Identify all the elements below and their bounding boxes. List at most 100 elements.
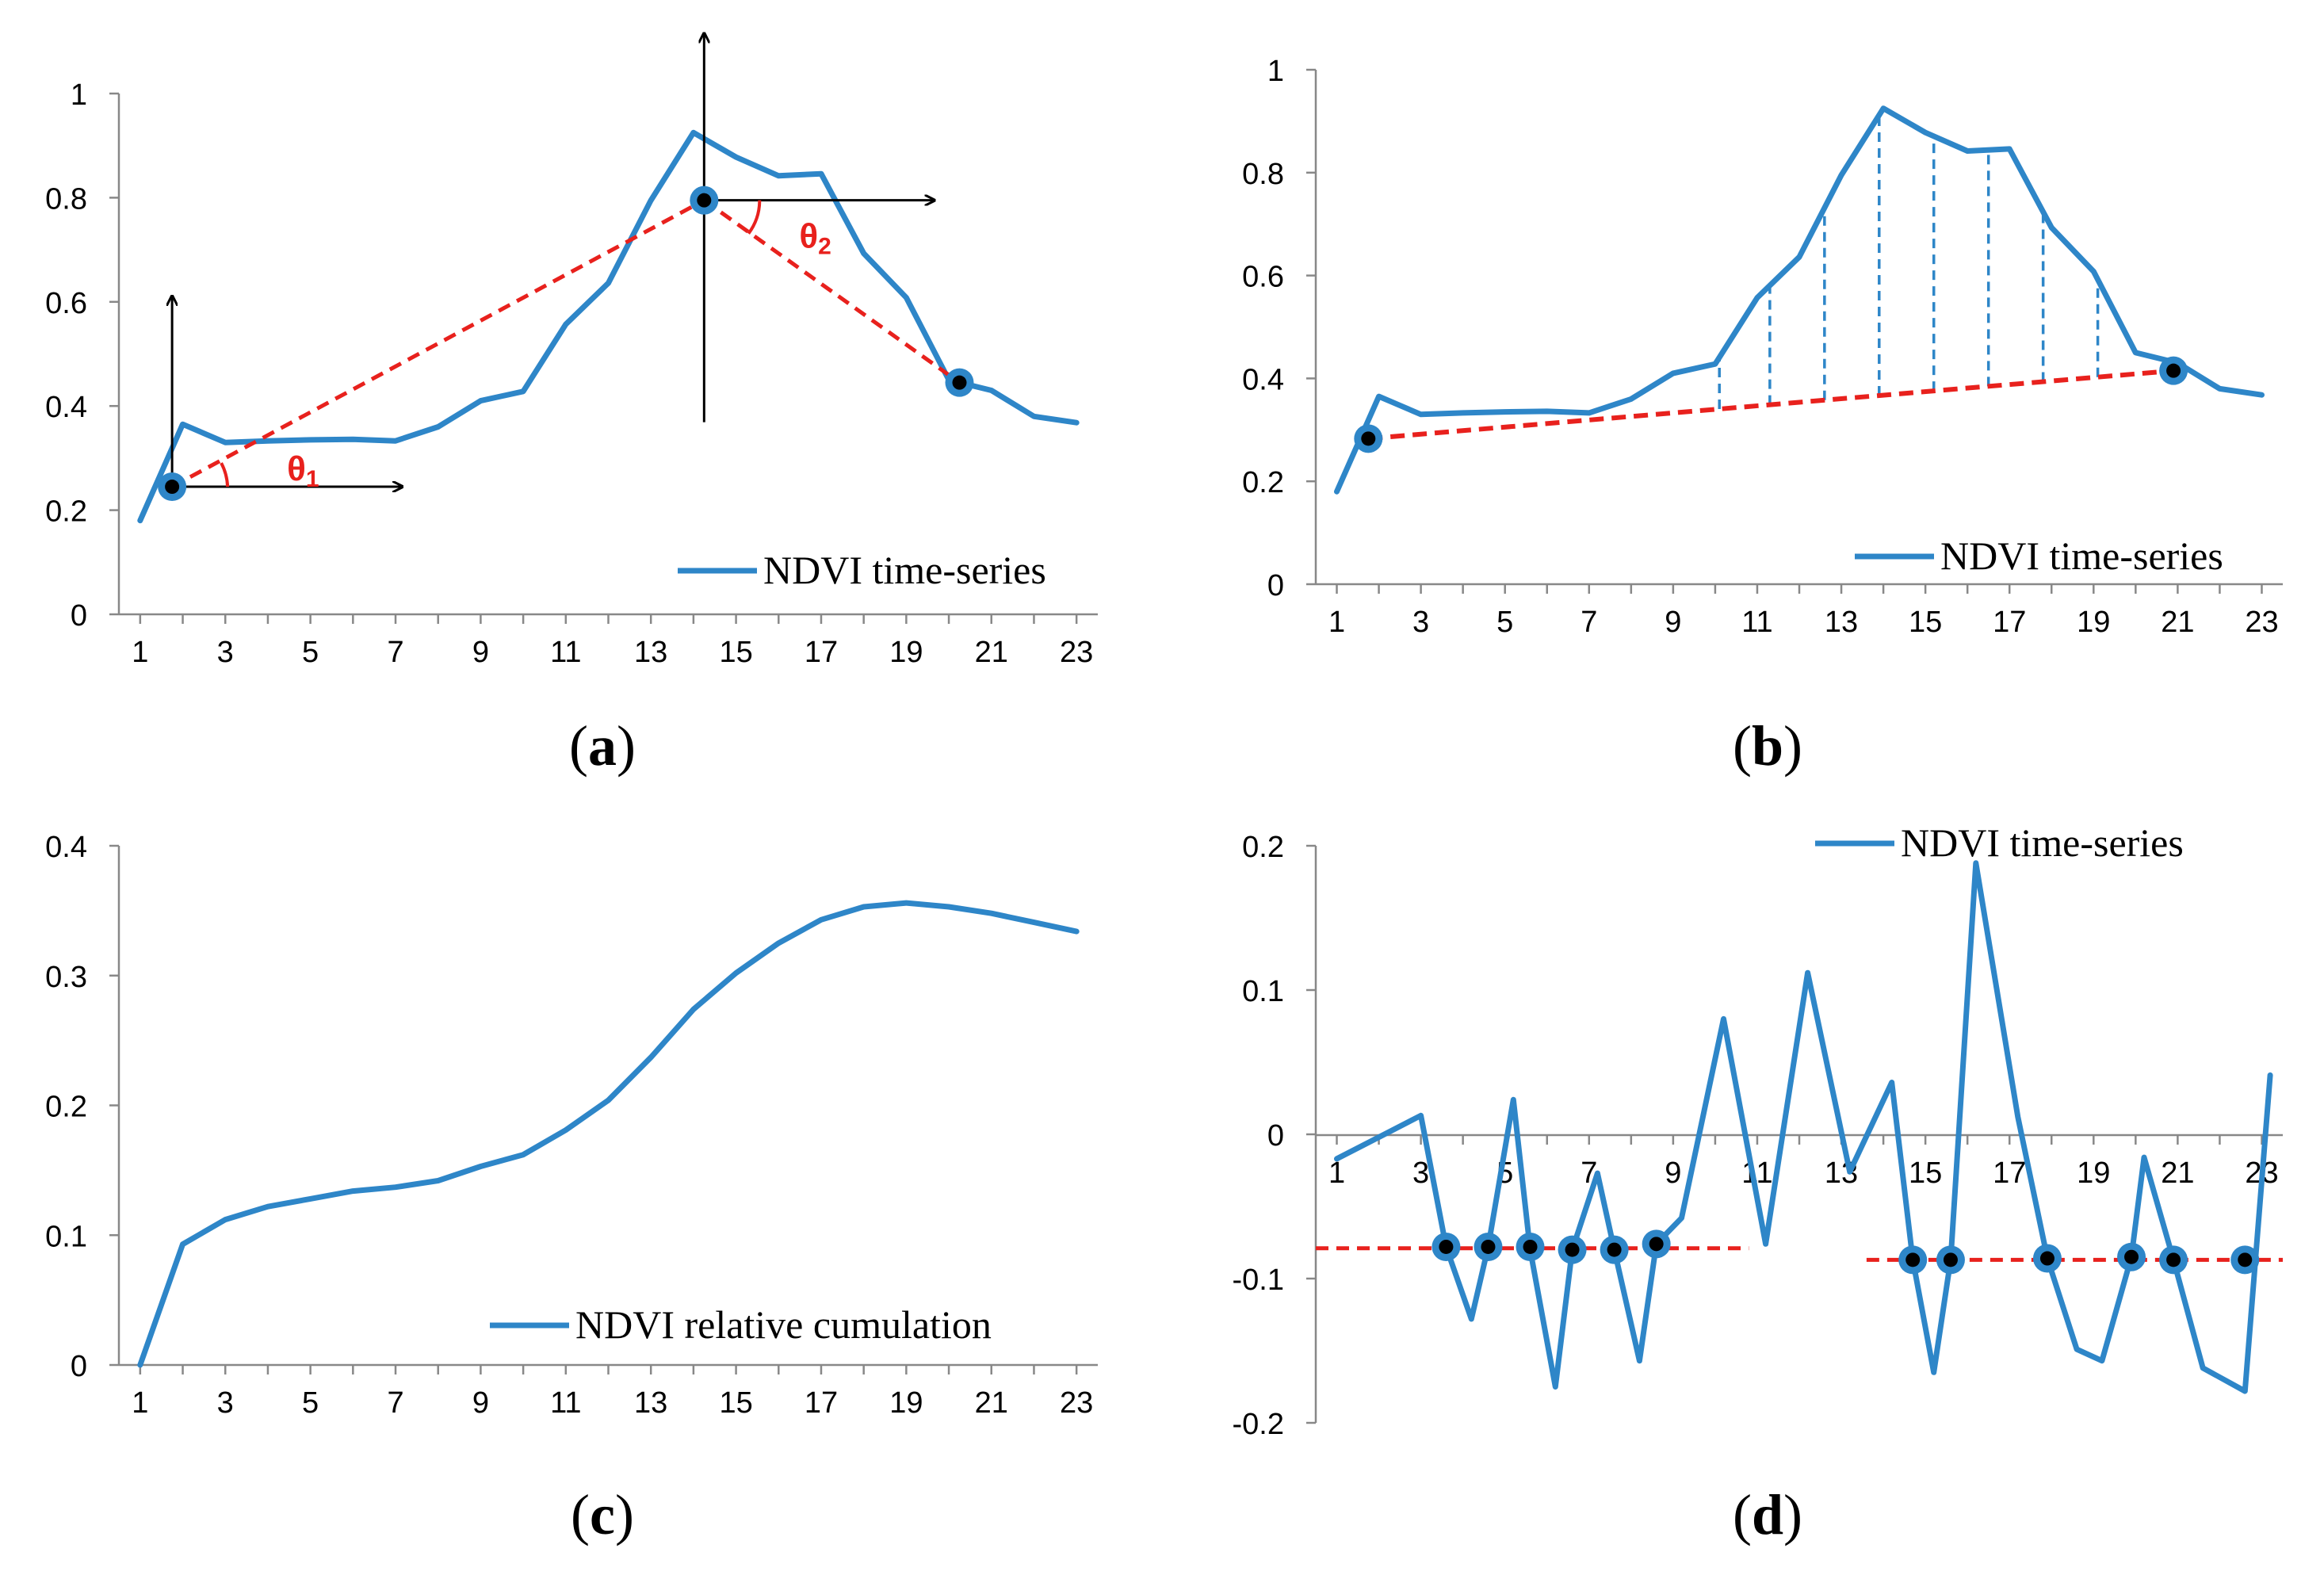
panel-a-y-tick-label: 0.2 — [45, 495, 87, 529]
panel-a-rise-segment — [170, 198, 705, 489]
panel-a-x-tick-label: 5 — [302, 636, 319, 669]
panel-d-y-tick-label: 0.2 — [1242, 831, 1284, 864]
panel-c-x-tick-label: 21 — [975, 1386, 1008, 1420]
panel-a-y-tick-label: 0.4 — [45, 391, 87, 424]
panel-d-marked-point-marker-dot — [2124, 1249, 2139, 1264]
panel-c-x-tick-label: 7 — [387, 1386, 403, 1420]
panel-a-caption: (a) — [569, 714, 636, 778]
panel-a-x-tick-label: 3 — [217, 636, 234, 669]
panel-d-marked-point-marker-dot — [1439, 1239, 1454, 1254]
panel-d-y-tick-label: 0 — [1267, 1119, 1284, 1153]
panel-a-theta-2-sub: 2 — [818, 234, 831, 260]
panel-d-x-tick-label: 21 — [2161, 1157, 2194, 1190]
panel-b-baseline — [1368, 368, 2174, 442]
panel-a-legend-label: NDVI time-series — [763, 548, 1046, 592]
panel-b-y-tick-label: 0.8 — [1242, 158, 1284, 191]
panel-a-series-line — [137, 129, 1080, 524]
panel-b-x-tick-label: 19 — [2077, 606, 2110, 639]
panel-b-caption: (b) — [1732, 714, 1802, 778]
panel-b-x-tick-label: 9 — [1665, 606, 1681, 639]
panel-d-x-tick-label: 3 — [1412, 1157, 1429, 1190]
panel-d-x-tick-label: 17 — [1993, 1157, 2026, 1190]
panel-b-x-tick-label: 13 — [1825, 606, 1858, 639]
panel-a-fall-segment — [702, 198, 961, 384]
panel-b-legend-label: NDVI time-series — [1940, 533, 2223, 578]
panel-b-x-tick-label: 3 — [1412, 606, 1429, 639]
panel-d-y-tick-label: -0.1 — [1233, 1264, 1284, 1297]
panel-d-marked-point-marker-dot — [1649, 1237, 1664, 1252]
panel-a-key-point-marker-dot — [952, 375, 967, 390]
panel-a-x-tick-label: 17 — [805, 636, 838, 669]
panel-d-x-tick-label: 9 — [1665, 1157, 1681, 1190]
panel-a-x-tick-label: 7 — [387, 636, 403, 669]
panel-d-marked-point-marker-dot — [1481, 1239, 1496, 1254]
panel-c-x-tick-label: 15 — [719, 1386, 752, 1420]
panel-c-x-tick-label: 19 — [889, 1386, 923, 1420]
panel-d-x-tick-label: 15 — [1909, 1157, 1942, 1190]
panel-b-y-tick-label: 0.6 — [1242, 261, 1284, 294]
panel-b-x-tick-label: 5 — [1496, 606, 1513, 639]
panel-b-x-tick-label: 1 — [1328, 606, 1345, 639]
panel-d-marked-point-marker-dot — [2039, 1251, 2055, 1266]
panel-a-y-tick-label: 0.6 — [45, 287, 87, 320]
panel-b-x-tick-label: 11 — [1741, 606, 1772, 639]
panel-b-y-tick-label: 0.2 — [1242, 466, 1284, 499]
panel-a-key-point-marker-dot — [697, 193, 712, 208]
panel-c-y-tick-label: 0.3 — [45, 961, 87, 994]
panel-d-marked-point-marker-dot — [1565, 1242, 1580, 1257]
panel-d-caption: (d) — [1732, 1483, 1802, 1547]
panel-b-y-tick-label: 0.4 — [1242, 363, 1284, 396]
panel-d-marked-point-marker-dot — [1523, 1239, 1538, 1254]
panel-c-y-tick-label: 0.4 — [45, 831, 87, 864]
panel-c-series-line — [137, 900, 1080, 1368]
panel-c-caption: (c) — [571, 1483, 634, 1547]
panel-a-y-tick-label: 0 — [71, 599, 87, 633]
panel-c-x-tick-label: 3 — [217, 1386, 234, 1420]
panel-c-x-tick-label: 13 — [634, 1386, 667, 1420]
panel-a-x-tick-label: 11 — [550, 636, 581, 669]
panel-d-y-tick-label: 0.1 — [1242, 975, 1284, 1008]
panel-d-marked-point-marker-dot — [1943, 1252, 1958, 1267]
panel-c-x-tick-label: 23 — [1060, 1386, 1093, 1420]
panel-d-marked-point-marker-dot — [1905, 1252, 1921, 1267]
panel-a-x-tick-label: 9 — [472, 636, 489, 669]
panel-a-y-tick-label: 1 — [71, 78, 87, 112]
panel-a-key-point-marker-dot — [165, 480, 180, 495]
panel-a-angle-arc-1 — [220, 462, 230, 487]
panel-c-y-tick-label: 0 — [71, 1350, 87, 1383]
panel-a-theta-2-label: θ2 — [799, 217, 831, 260]
panel-b-x-tick-label: 21 — [2161, 606, 2194, 639]
panel-d-marked-point-marker-dot — [1607, 1242, 1622, 1257]
panel-b-x-tick-label: 17 — [1993, 606, 2026, 639]
panel-a-x-tick-label: 1 — [132, 636, 148, 669]
panel-c-x-tick-label: 5 — [302, 1386, 319, 1420]
panel-c-x-tick-label: 17 — [805, 1386, 838, 1420]
panel-a-theta-1-label: θ1 — [287, 449, 319, 492]
panel-c-x-tick-label: 11 — [550, 1386, 581, 1420]
panel-b-series-line — [1334, 105, 2265, 495]
panel-a-x-tick-label: 21 — [975, 636, 1008, 669]
panel-b-start-point-marker-dot — [1361, 431, 1376, 446]
panel-d-marked-point-marker-dot — [2238, 1252, 2253, 1267]
panel-d-legend-label: NDVI time-series — [1901, 820, 2184, 865]
panel-b-y-tick-label: 1 — [1267, 55, 1284, 88]
panel-b-x-tick-label: 7 — [1581, 606, 1597, 639]
panel-c-x-tick-label: 1 — [132, 1386, 148, 1420]
panel-a-x-tick-label: 15 — [719, 636, 752, 669]
panel-d-series-line — [1334, 860, 2273, 1394]
panel-d-x-tick-label: 1 — [1328, 1157, 1345, 1190]
panel-a-theta-1-sub: 1 — [306, 466, 319, 492]
panel-b-x-tick-label: 23 — [2245, 606, 2278, 639]
panel-a-y-tick-label: 0.8 — [45, 182, 87, 216]
panel-d-x-tick-label: 19 — [2077, 1157, 2110, 1190]
panel-a-x-tick-label: 19 — [889, 636, 923, 669]
panel-c-y-tick-label: 0.1 — [45, 1220, 87, 1253]
panel-c-legend-label: NDVI relative cumulation — [575, 1302, 992, 1347]
panel-a-angle-arc-2 — [747, 200, 762, 235]
panel-b-y-tick-label: 0 — [1267, 569, 1284, 602]
panel-d-marked-point-marker-dot — [2166, 1252, 2181, 1267]
